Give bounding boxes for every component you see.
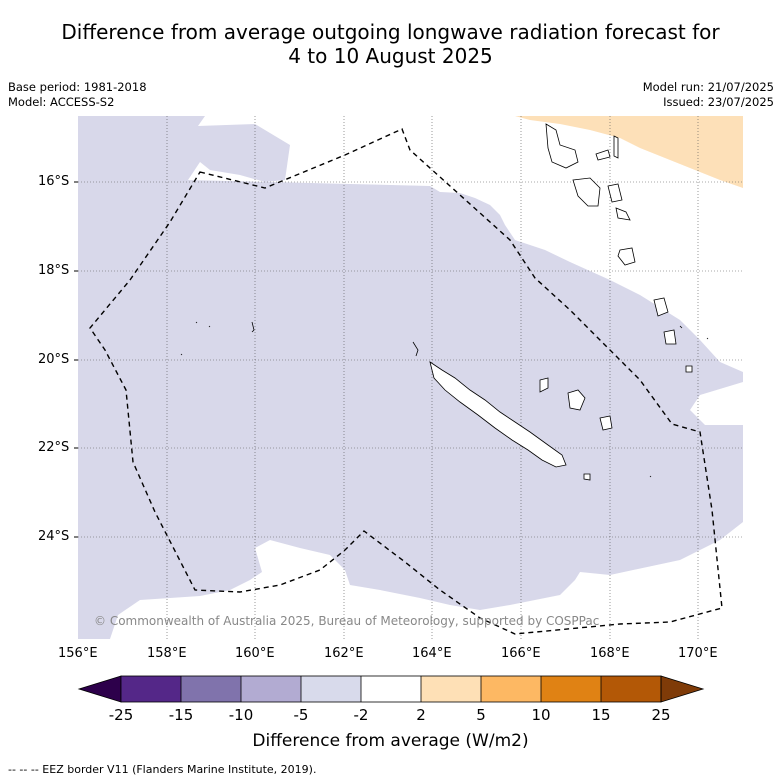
colorbar-tick-label: 10 (531, 706, 551, 724)
chart-title: Difference from average outgoing longwav… (0, 20, 781, 68)
islet-1 (412, 341, 419, 357)
lon-label-168e: 168°E (590, 646, 630, 661)
colorbar-tick-label: -25 (108, 706, 134, 724)
colorbar-bin-5 (361, 676, 421, 702)
colorbar (77, 675, 705, 703)
lat-label-16s: 16°S (38, 174, 70, 189)
axis-ticks (74, 181, 78, 538)
loyalty-islands (539, 377, 613, 431)
anomaly-region-minus5-to-minus2 (78, 116, 743, 639)
colorbar-bin-6 (421, 676, 481, 702)
colorbar-tick-label: 25 (651, 706, 671, 724)
lon-label-158e: 158°E (147, 646, 187, 661)
lat-label-18s: 18°S (38, 263, 70, 278)
colorbar-tick-label: 5 (476, 706, 486, 724)
colorbar-title: Difference from average (W/m2) (252, 731, 529, 751)
gridlines (78, 116, 743, 639)
base-period: Base period: 1981-2018 (8, 80, 147, 94)
lon-label-164e: 164°E (412, 646, 452, 661)
vanuatu-islands (545, 123, 693, 373)
title-line-2: 4 to 10 August 2025 (288, 44, 493, 68)
colorbar-max-extension (660, 675, 705, 703)
lon-label-162e: 162°E (324, 646, 364, 661)
lat-label-20s: 20°S (38, 352, 70, 367)
lon-label-160e: 160°E (235, 646, 275, 661)
meta-right: Model run: 21/07/2025 Issued: 23/07/2025 (643, 80, 774, 110)
copyright-text: © Commonwealth of Australia 2025, Bureau… (94, 614, 600, 628)
colorbar-tick-label: -10 (228, 706, 254, 724)
title-line-1: Difference from average outgoing longwav… (61, 20, 720, 44)
issued-date: Issued: 23/07/2025 (663, 95, 774, 109)
colorbar-min-extension (77, 675, 122, 703)
colorbar-bin-8 (541, 676, 601, 702)
map-area (78, 116, 743, 639)
lat-label-24s: 24°S (38, 529, 70, 544)
colorbar-tick-label: -2 (353, 706, 369, 724)
colorbar-bin-1 (121, 676, 181, 702)
colorbar-bin-2 (181, 676, 241, 702)
colorbar-tick-label: -15 (168, 706, 194, 724)
lat-label-22s: 22°S (38, 440, 70, 455)
meta-left: Base period: 1981-2018 Model: ACCESS-S2 (8, 80, 147, 110)
lon-label-156e: 156°E (58, 646, 98, 661)
colorbar-bin-4 (301, 676, 361, 702)
anomaly-region-2-to-5 (515, 116, 743, 188)
model-name: Model: ACCESS-S2 (8, 95, 115, 109)
colorbar-bin-3 (241, 676, 301, 702)
lon-label-170e: 170°E (678, 646, 718, 661)
small-reefs (180, 321, 709, 478)
colorbar-bin-9 (601, 676, 661, 702)
model-run: Model run: 21/07/2025 (642, 80, 774, 94)
isle-of-pines (583, 473, 591, 481)
colorbar-bin-7 (481, 676, 541, 702)
new-caledonia-island (429, 361, 567, 468)
colorbar-tick-label: -5 (293, 706, 309, 724)
eez-border (89, 128, 723, 635)
eez-footnote: -- -- -- EEZ border V11 (Flanders Marine… (8, 763, 317, 776)
lon-label-166e: 166°E (501, 646, 541, 661)
colorbar-tick-label: 15 (591, 706, 611, 724)
colorbar-tick-label: 2 (416, 706, 426, 724)
